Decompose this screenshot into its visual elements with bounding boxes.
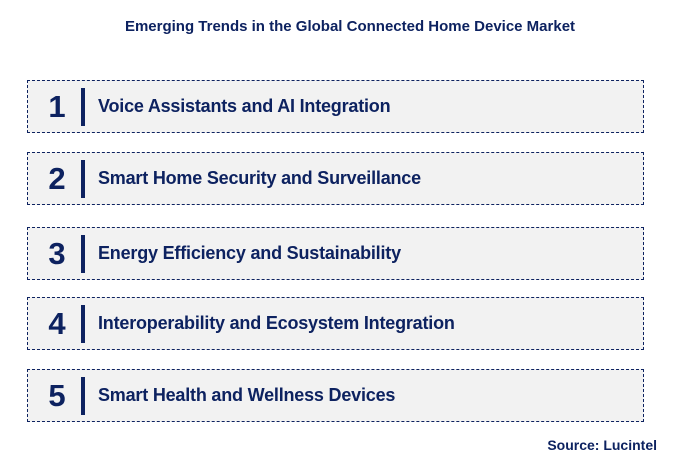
item-number: 5: [48, 377, 66, 413]
item-number: 3: [48, 235, 66, 271]
item-label: Voice Assistants and AI Integration: [98, 96, 391, 116]
divider-bar: [81, 377, 85, 415]
source-credit: Source: Lucintel: [547, 437, 657, 453]
item-number: 4: [48, 305, 66, 341]
divider-bar: [81, 160, 85, 198]
divider-bar: [81, 88, 85, 126]
trend-item-5: 5 Smart Health and Wellness Devices: [27, 369, 644, 422]
item-label: Smart Health and Wellness Devices: [98, 385, 396, 405]
item-label: Smart Home Security and Surveillance: [98, 168, 421, 188]
trend-item-3: 3 Energy Efficiency and Sustainability: [27, 227, 644, 280]
item-label: Energy Efficiency and Sustainability: [98, 243, 401, 263]
item-label: Interoperability and Ecosystem Integrati…: [98, 313, 455, 333]
trend-item-2: 2 Smart Home Security and Surveillance: [27, 152, 644, 205]
item-number: 1: [48, 88, 66, 124]
divider-bar: [81, 305, 85, 343]
trend-item-1: 1 Voice Assistants and AI Integration: [27, 80, 644, 133]
divider-bar: [81, 235, 85, 273]
diagram-title: Emerging Trends in the Global Connected …: [124, 18, 576, 35]
trend-item-4: 4 Interoperability and Ecosystem Integra…: [27, 297, 644, 350]
item-number: 2: [48, 160, 66, 196]
